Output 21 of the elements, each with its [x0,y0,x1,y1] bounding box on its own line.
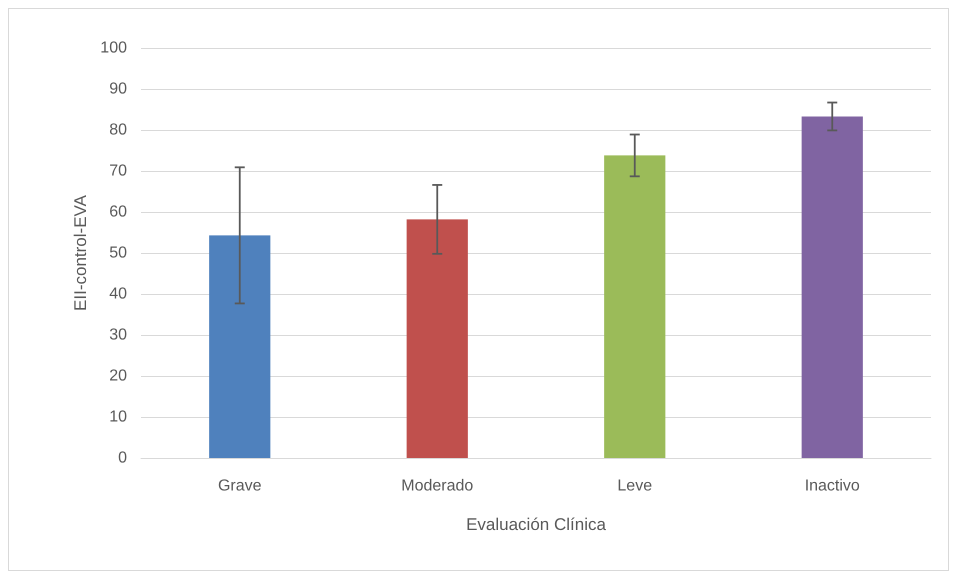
bar [802,116,863,458]
y-tick-label: 90 [109,80,128,98]
bar [604,155,666,458]
y-axis-title: EII-control-EVA [71,194,90,311]
y-tick-label: 40 [109,286,128,302]
y-tick-label: 100 [100,40,128,56]
y-tick-label: 0 [118,450,128,466]
x-tick-label: Moderado [401,478,474,494]
y-tick-label: 50 [109,244,128,262]
bar [209,235,270,458]
y-tick-label: 80 [109,122,128,138]
y-tick-label: 20 [109,368,128,384]
bar [406,219,468,458]
x-tick-label: Grave [218,478,262,494]
y-tick-label: 60 [109,204,128,220]
y-tick-label: 30 [109,326,128,344]
x-tick-label: Leve [617,478,652,494]
y-tick-label: 70 [109,162,128,180]
x-tick-label: Inactivo [804,478,860,494]
x-axis-title: Evaluación Clínica [466,515,606,534]
y-tick-label: 10 [109,408,128,426]
